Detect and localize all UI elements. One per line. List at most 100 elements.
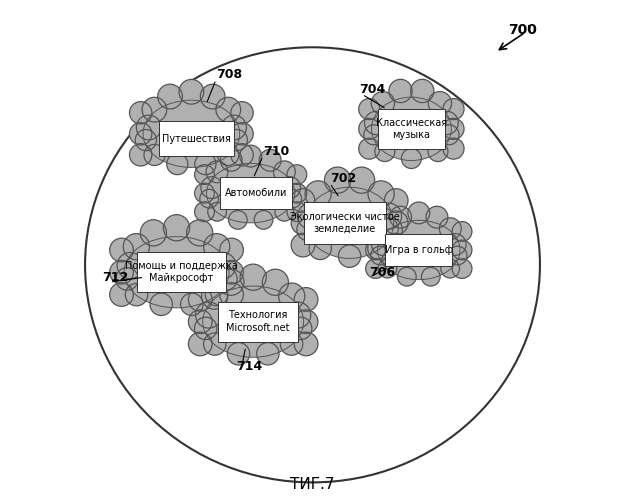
Text: Автомобили: Автомобили: [224, 188, 287, 198]
Circle shape: [210, 252, 236, 278]
Circle shape: [376, 203, 402, 229]
Circle shape: [129, 102, 152, 124]
Circle shape: [439, 125, 459, 145]
Circle shape: [158, 84, 182, 109]
Circle shape: [291, 188, 315, 212]
Circle shape: [421, 268, 440, 286]
Ellipse shape: [207, 164, 295, 223]
Circle shape: [188, 288, 212, 312]
Circle shape: [294, 310, 318, 334]
Circle shape: [187, 220, 213, 246]
Circle shape: [366, 258, 386, 278]
Text: 704: 704: [359, 83, 386, 96]
Circle shape: [359, 98, 380, 119]
Circle shape: [220, 260, 243, 284]
Text: Игра в гольф: Игра в гольф: [385, 245, 453, 255]
Circle shape: [109, 282, 133, 306]
Circle shape: [123, 234, 149, 260]
Text: 708: 708: [216, 68, 242, 81]
Circle shape: [150, 293, 173, 316]
Text: Экологически чистое
земледелие: Экологически чистое земледелие: [290, 212, 399, 234]
Circle shape: [305, 181, 331, 207]
Circle shape: [167, 154, 188, 174]
Circle shape: [452, 258, 472, 278]
Circle shape: [181, 293, 203, 316]
Circle shape: [204, 333, 226, 355]
Circle shape: [194, 317, 217, 340]
Circle shape: [142, 98, 167, 122]
Circle shape: [426, 206, 448, 228]
Circle shape: [364, 125, 384, 145]
Circle shape: [231, 144, 253, 166]
Circle shape: [289, 317, 312, 340]
Circle shape: [359, 138, 380, 159]
Circle shape: [240, 145, 262, 167]
Circle shape: [364, 112, 388, 134]
Circle shape: [368, 181, 394, 207]
FancyBboxPatch shape: [159, 121, 234, 156]
FancyBboxPatch shape: [378, 109, 445, 149]
Circle shape: [221, 150, 242, 171]
Circle shape: [443, 138, 464, 159]
Circle shape: [216, 98, 241, 122]
Circle shape: [428, 92, 451, 115]
Circle shape: [428, 142, 448, 162]
FancyBboxPatch shape: [219, 177, 292, 210]
Circle shape: [389, 80, 412, 102]
Circle shape: [384, 188, 408, 212]
Text: Помощь и поддержка
Майкрософт: Помощь и поддержка Майкрософт: [125, 261, 238, 283]
Circle shape: [439, 218, 461, 240]
Circle shape: [309, 237, 331, 260]
Circle shape: [384, 233, 408, 257]
Circle shape: [376, 218, 398, 240]
Circle shape: [448, 246, 467, 265]
Circle shape: [188, 310, 212, 334]
Circle shape: [240, 264, 266, 290]
Circle shape: [401, 148, 421, 169]
Ellipse shape: [306, 187, 394, 258]
Circle shape: [375, 142, 395, 162]
FancyBboxPatch shape: [304, 202, 386, 244]
Circle shape: [359, 118, 380, 140]
Text: ΤИГ.7: ΤИГ.7: [290, 478, 335, 492]
Circle shape: [384, 211, 408, 234]
Circle shape: [324, 167, 351, 193]
Circle shape: [435, 112, 458, 134]
Circle shape: [262, 269, 289, 295]
Circle shape: [201, 84, 225, 109]
Circle shape: [441, 260, 459, 278]
Circle shape: [196, 302, 222, 328]
FancyBboxPatch shape: [218, 302, 298, 342]
Circle shape: [135, 130, 156, 150]
Circle shape: [366, 222, 386, 242]
Circle shape: [294, 288, 318, 312]
Circle shape: [349, 167, 375, 193]
Circle shape: [338, 245, 361, 268]
Circle shape: [222, 115, 246, 140]
Text: 712: 712: [102, 270, 129, 283]
Circle shape: [129, 122, 152, 145]
Circle shape: [279, 283, 305, 309]
Circle shape: [231, 102, 253, 124]
Circle shape: [140, 220, 166, 246]
Circle shape: [129, 144, 152, 166]
Circle shape: [297, 218, 319, 240]
Circle shape: [411, 80, 434, 102]
Circle shape: [204, 234, 230, 260]
Text: 710: 710: [263, 144, 289, 158]
Circle shape: [218, 269, 244, 295]
Circle shape: [125, 284, 148, 306]
Circle shape: [200, 190, 219, 208]
Circle shape: [206, 284, 228, 306]
Circle shape: [206, 161, 228, 182]
Circle shape: [294, 332, 318, 356]
Circle shape: [366, 240, 386, 260]
Circle shape: [117, 252, 143, 278]
Circle shape: [188, 332, 212, 356]
Ellipse shape: [143, 100, 240, 168]
Circle shape: [201, 283, 228, 309]
Circle shape: [109, 238, 133, 262]
Circle shape: [208, 202, 226, 221]
Circle shape: [371, 234, 393, 256]
Circle shape: [194, 184, 214, 203]
